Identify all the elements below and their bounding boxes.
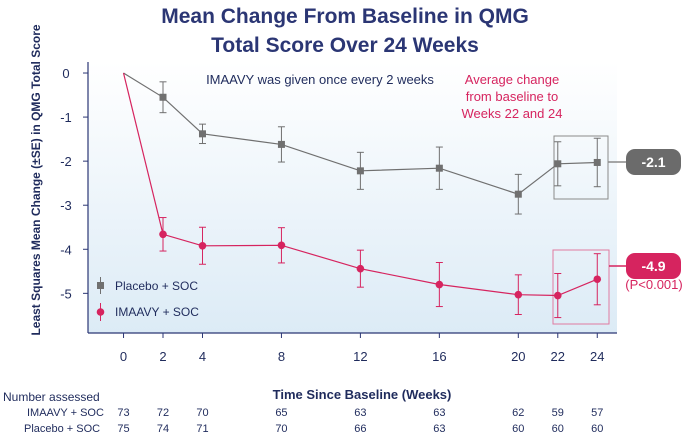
number-assessed-placebo-value: 60 <box>591 423 603 435</box>
imaavy-data-point <box>159 230 167 239</box>
placebo-data-point <box>593 158 601 166</box>
number-assessed-placebo-value: 60 <box>512 423 524 435</box>
placebo-result-value: -2.1 <box>641 154 665 170</box>
x-tick-label: 22 <box>551 349 565 364</box>
number-assessed-placebo-value: 66 <box>354 423 366 435</box>
avg-change-annotation-line-1: Average change <box>465 72 559 87</box>
y-tick-label: -3 <box>60 198 72 213</box>
imaavy-result-value: -4.9 <box>641 258 665 274</box>
number-assessed-imaavy-value: 63 <box>354 407 366 419</box>
y-tick-label: -2 <box>60 154 72 169</box>
imaavy-data-point <box>356 264 365 273</box>
y-tick-label: -4 <box>60 242 72 257</box>
imaavy-data-point <box>198 241 207 250</box>
number-assessed-heading: Number assessed <box>3 390 100 404</box>
placebo-data-point <box>554 160 562 168</box>
x-tick-label: 2 <box>159 349 166 364</box>
number-assessed-placebo-value: 60 <box>552 423 564 435</box>
imaavy-data-point <box>277 241 286 250</box>
number-assessed-placebo-value: 63 <box>433 423 445 435</box>
x-axis-label: Time Since Baseline (Weeks) <box>273 387 452 402</box>
number-assessed-imaavy-value: 70 <box>196 407 208 419</box>
number-assessed-imaavy-value: 59 <box>552 407 564 419</box>
x-tick-label: 16 <box>432 349 446 364</box>
imaavy-data-point <box>593 275 602 284</box>
avg-change-annotation-line-2: from baseline to <box>466 89 559 104</box>
chart-title-line-1: Mean Change From Baseline in QMG <box>161 5 529 28</box>
x-tick-label: 20 <box>511 349 525 364</box>
x-tick-label: 0 <box>120 349 127 364</box>
number-assessed-placebo-value: 70 <box>275 423 287 435</box>
placebo-result-badge <box>626 149 681 175</box>
imaavy-data-point <box>553 291 562 300</box>
number-assessed-placebo-value: 74 <box>157 423 169 435</box>
number-assessed-imaavy-value: 73 <box>117 407 129 419</box>
x-tick-label: 8 <box>278 349 285 364</box>
placebo-data-point <box>159 93 167 101</box>
p-value-label: (P<0.001) <box>625 277 682 292</box>
chart-title-line-2: Total Score Over 24 Weeks <box>211 34 479 57</box>
number-assessed-imaavy-value: 63 <box>433 407 445 419</box>
legend-placebo-label: Placebo + SOC <box>115 279 198 293</box>
placebo-highlight-box <box>553 135 609 200</box>
number-assessed-imaavy-value: 65 <box>275 407 287 419</box>
number-assessed-row-label-imaavy: IMAAVY + SOC <box>27 407 104 419</box>
avg-change-annotation-line-3: Weeks 22 and 24 <box>462 106 563 121</box>
y-axis-label: Least Squares Mean Change (±SE) in QMG T… <box>29 24 43 335</box>
y-tick-label: -5 <box>60 286 72 301</box>
placebo-data-point <box>356 167 364 175</box>
number-assessed-imaavy-value: 62 <box>512 407 524 419</box>
imaavy-data-point <box>514 290 523 299</box>
dosing-annotation: IMAAVY was given once every 2 weeks <box>206 72 434 87</box>
imaavy-result-badge <box>626 253 681 279</box>
placebo-data-point <box>277 140 285 148</box>
placebo-data-point <box>198 130 206 138</box>
x-tick-label: 4 <box>199 349 206 364</box>
x-tick-label: 24 <box>590 349 604 364</box>
y-tick-label: 0 <box>62 66 69 81</box>
number-assessed-imaavy-value: 72 <box>157 407 169 419</box>
number-assessed-placebo-value: 71 <box>196 423 208 435</box>
number-assessed-row-label-placebo: Placebo + SOC <box>24 423 100 435</box>
x-tick-label: 12 <box>353 349 367 364</box>
y-tick-label: -1 <box>60 110 72 125</box>
legend-imaavy-label: IMAAVY + SOC <box>115 305 199 319</box>
number-assessed-imaavy-value: 57 <box>591 407 603 419</box>
imaavy-highlight-box <box>552 249 610 325</box>
imaavy-data-point <box>435 280 444 289</box>
placebo-data-point <box>435 164 443 172</box>
placebo-data-point <box>514 190 522 198</box>
plot-area <box>88 62 617 333</box>
number-assessed-placebo-value: 75 <box>117 423 129 435</box>
